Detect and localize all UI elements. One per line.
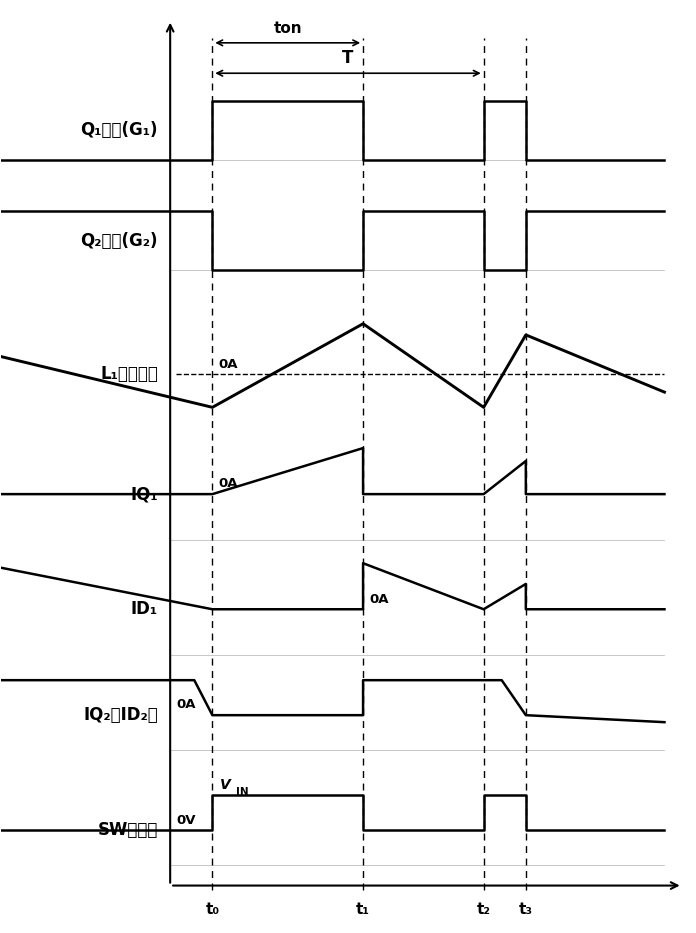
Text: L₁电流波形: L₁电流波形	[100, 366, 158, 383]
Text: t₀: t₀	[205, 902, 219, 917]
Text: V: V	[220, 777, 230, 791]
Text: 0A: 0A	[369, 592, 388, 606]
Text: IQ₂（ID₂）: IQ₂（ID₂）	[84, 706, 158, 724]
Text: IN: IN	[237, 787, 249, 797]
Text: ID₁: ID₁	[131, 600, 158, 619]
Text: 0A: 0A	[219, 357, 238, 370]
Text: 0A: 0A	[219, 478, 238, 491]
Text: 0A: 0A	[176, 699, 196, 712]
Text: IQ₁: IQ₁	[130, 485, 158, 503]
Text: ton: ton	[274, 21, 302, 36]
Text: Q₁驱动(G₁): Q₁驱动(G₁)	[81, 121, 158, 139]
Text: 0V: 0V	[176, 814, 196, 827]
Text: t₂: t₂	[477, 902, 491, 917]
Text: Q₂驱动(G₂): Q₂驱动(G₂)	[81, 232, 158, 250]
Text: t₁: t₁	[356, 902, 370, 917]
Text: t₃: t₃	[519, 902, 533, 917]
Text: SW点波形: SW点波形	[97, 821, 158, 840]
Text: T: T	[342, 49, 354, 67]
